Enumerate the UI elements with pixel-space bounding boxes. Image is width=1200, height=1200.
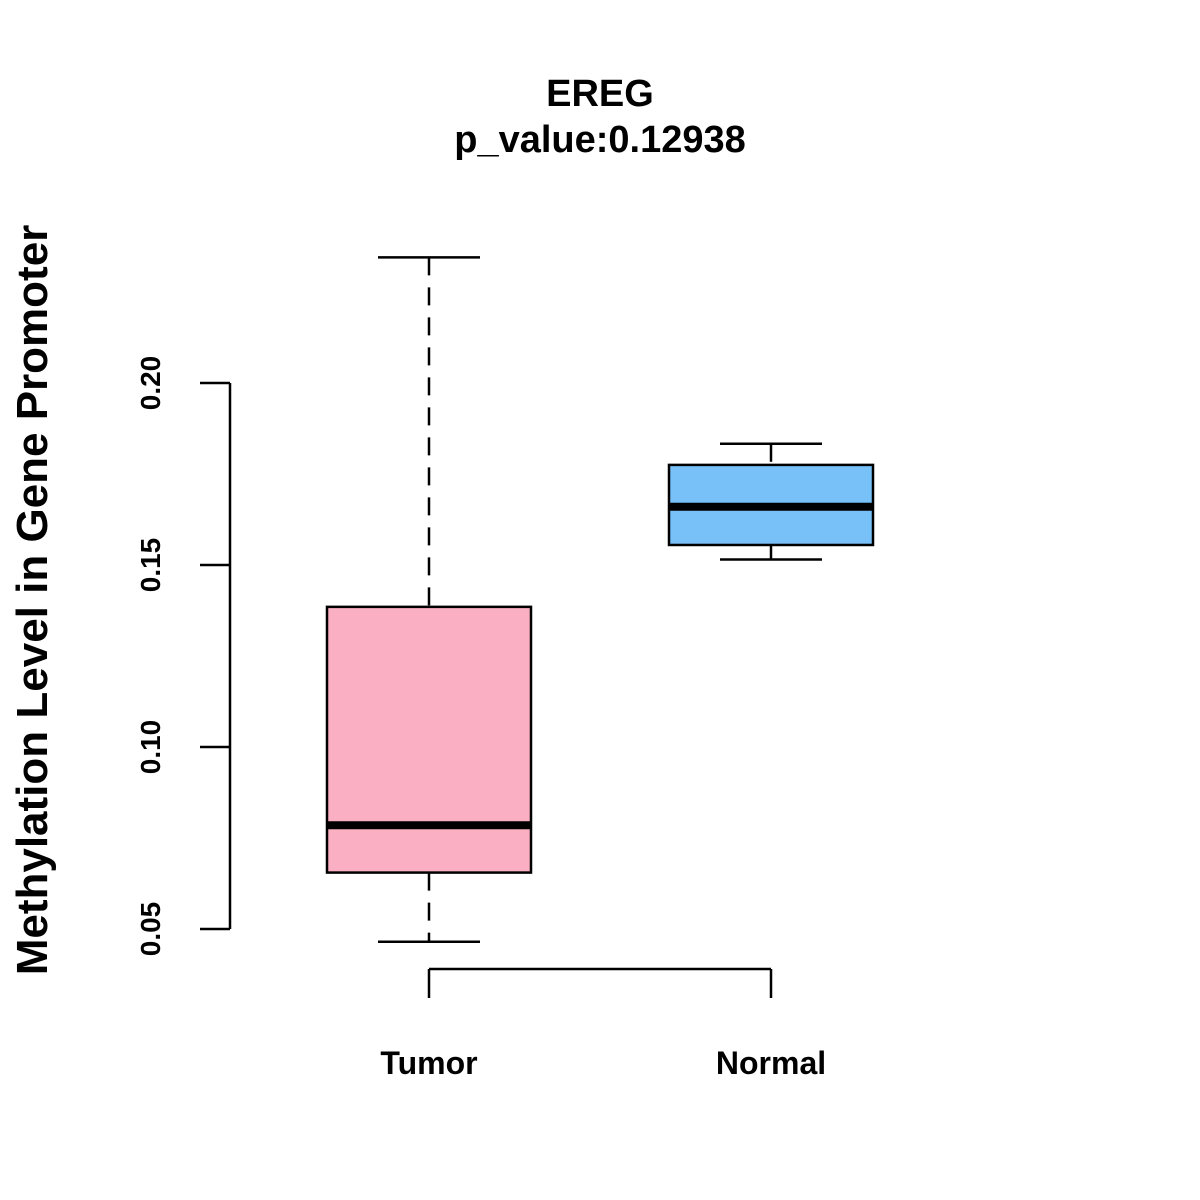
chart-title: EREG [546, 73, 654, 115]
x-tick-label: Normal [716, 1045, 826, 1081]
y-axis-label: Methylation Level in Gene Promoter [8, 225, 57, 976]
box-rect [325, 605, 533, 874]
y-axis: 0.05 0.10 0.15 0.20 [135, 356, 232, 957]
box-normal [667, 442, 875, 561]
y-tick-label: 0.05 [135, 902, 166, 957]
chart-subtitle: p_value:0.12938 [454, 119, 746, 161]
y-tick-label: 0.10 [135, 720, 166, 775]
x-axis: Tumor Normal [380, 967, 826, 1081]
y-tick-label: 0.15 [135, 538, 166, 593]
box-tumor [325, 256, 533, 943]
y-tick-label: 0.20 [135, 356, 166, 411]
x-tick-label: Tumor [380, 1045, 477, 1081]
boxes-group [325, 256, 875, 943]
